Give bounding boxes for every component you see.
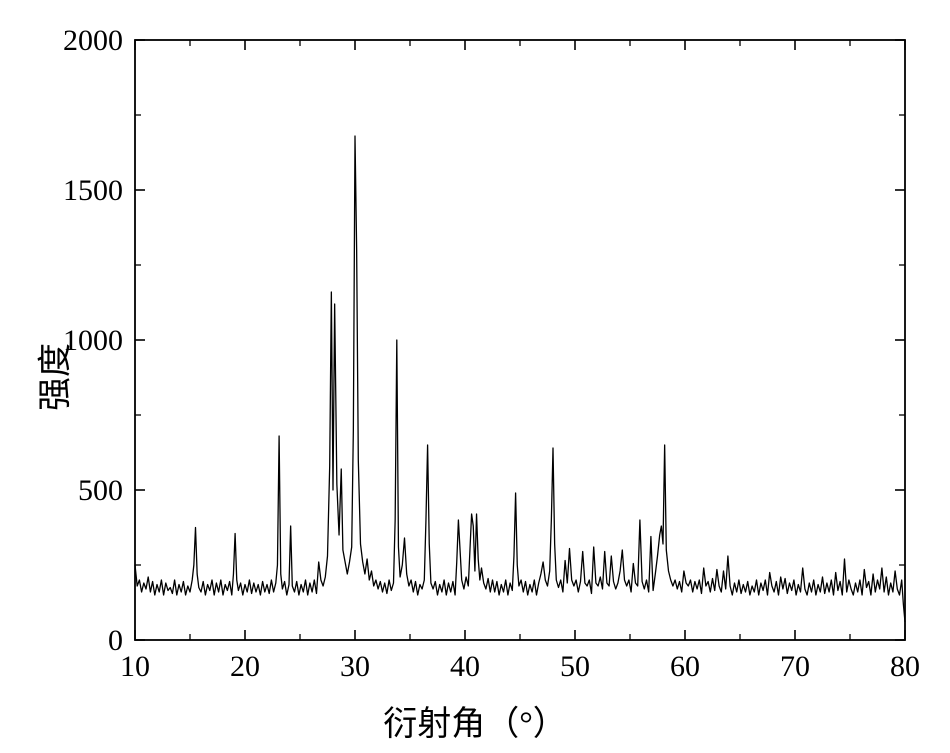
svg-text:10: 10 <box>120 650 150 683</box>
svg-text:50: 50 <box>560 650 590 683</box>
svg-text:60: 60 <box>670 650 700 683</box>
svg-text:30: 30 <box>340 650 370 683</box>
svg-text:40: 40 <box>450 650 480 683</box>
svg-text:2000: 2000 <box>63 24 123 57</box>
svg-text:0: 0 <box>108 624 123 657</box>
svg-text:80: 80 <box>890 650 920 683</box>
svg-text:20: 20 <box>230 650 260 683</box>
svg-text:500: 500 <box>78 474 123 507</box>
svg-text:1500: 1500 <box>63 174 123 207</box>
xrd-chart: 10203040506070800500100015002000 强度 衍射角（… <box>0 0 950 753</box>
svg-text:70: 70 <box>780 650 810 683</box>
y-axis-label: 强度 <box>28 343 77 411</box>
chart-svg: 10203040506070800500100015002000 <box>0 0 950 753</box>
x-axis-label: 衍射角（°） <box>383 696 567 745</box>
